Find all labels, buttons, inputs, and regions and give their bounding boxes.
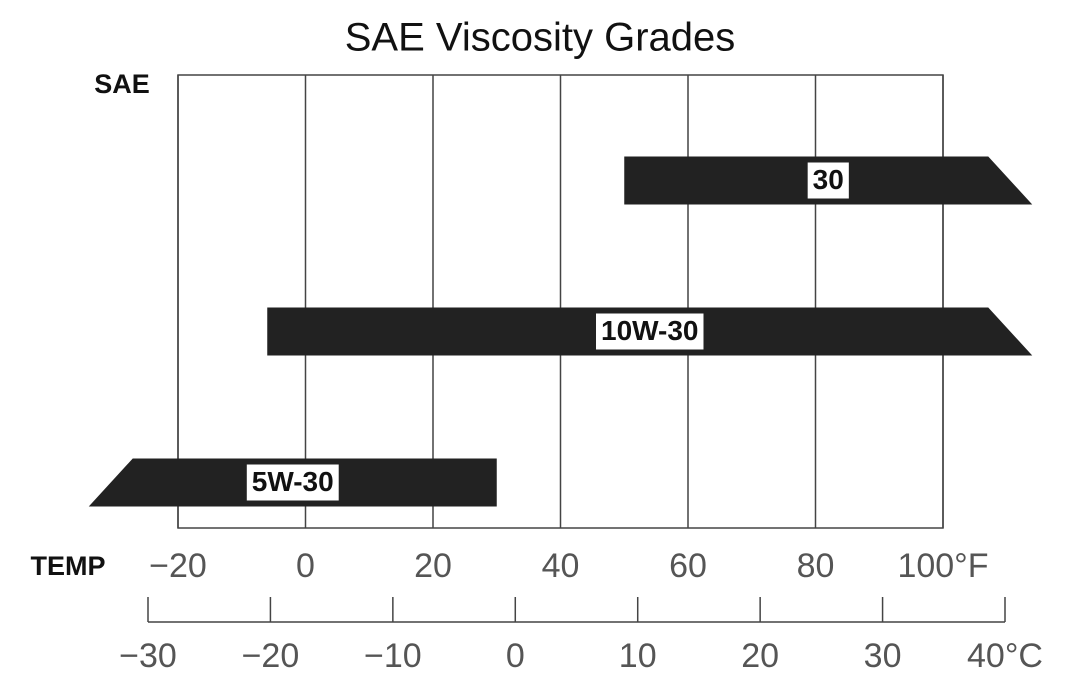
x-tick-label: −20 [149, 547, 207, 585]
x-tick-label: 40 [542, 547, 580, 585]
y-axis-label: SAE [94, 69, 150, 99]
x2-tick-label: −30 [119, 637, 177, 675]
chart-title: SAE Viscosity Grades [345, 16, 736, 60]
x-tick-label: 80 [797, 547, 835, 585]
x2-tick-label: 40°C [967, 637, 1043, 675]
x2-tick-label: 0 [506, 637, 525, 675]
bar-label: 5W-30 [252, 466, 334, 497]
x2-tick-label: 10 [619, 637, 657, 675]
x-tick-label: 100°F [897, 547, 988, 585]
x2-tick-label: −20 [242, 637, 300, 675]
x-tick-label: 60 [669, 547, 707, 585]
x2-tick-label: −10 [364, 637, 422, 675]
bar-label-box [246, 464, 339, 501]
bar-label: 30 [813, 164, 844, 195]
x-axis-label: TEMP [30, 551, 105, 581]
x-tick-label: 20 [414, 547, 452, 585]
x2-tick-label: 20 [741, 637, 779, 675]
x-tick-label: 0 [296, 547, 315, 585]
bar-label: 10W-30 [601, 315, 698, 346]
x2-tick-label: 30 [864, 637, 902, 675]
bar-label-box [807, 162, 849, 199]
bar-label-box [596, 313, 704, 350]
